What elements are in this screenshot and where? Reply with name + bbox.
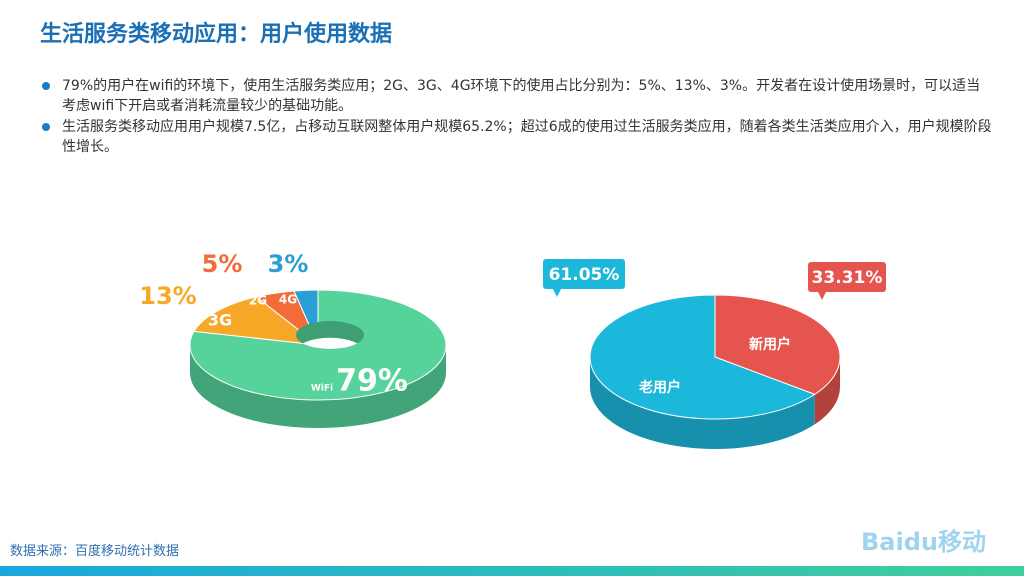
- slice-side: [590, 357, 815, 449]
- slice-side: [190, 345, 446, 428]
- callout-pointer: [818, 292, 826, 300]
- slice: [714, 294, 841, 395]
- value-label: 3%: [268, 250, 309, 278]
- bullet: 生活服务类移动应用用户规模7.5亿，占移动互联网整体用户规模65.2%；超过6成…: [42, 119, 992, 155]
- value-label: 61.05%: [549, 265, 620, 285]
- slide-title: 生活服务类移动应用：用户使用数据: [40, 22, 393, 47]
- slice-side: [814, 357, 840, 425]
- category-label: 新用户: [749, 336, 791, 353]
- category-label: WiFi: [311, 384, 333, 394]
- category-label: 2G: [249, 294, 267, 308]
- logo: Baidu移动: [861, 528, 986, 556]
- value-label: 33.31%: [812, 268, 883, 288]
- hole: [296, 337, 364, 349]
- callout-box: [808, 262, 886, 292]
- bullet: 79%的用户在wifi的环境下，使用生活服务类应用；2G、3G、4G环境下的使用…: [42, 76, 992, 116]
- footer-bar: [0, 566, 1024, 576]
- callout-box: [543, 259, 625, 289]
- category-label: 老用户: [639, 379, 681, 396]
- slice: [193, 296, 320, 346]
- category-label: 3G: [208, 311, 232, 330]
- value-label: 13%: [139, 282, 196, 310]
- value-label: 5%: [202, 250, 243, 278]
- category-label: 4G: [279, 293, 297, 307]
- slice: [589, 294, 816, 420]
- callout-pointer: [553, 289, 561, 297]
- value-label: 79%: [336, 364, 408, 399]
- source: 数据来源：百度移动统计数据: [10, 544, 180, 559]
